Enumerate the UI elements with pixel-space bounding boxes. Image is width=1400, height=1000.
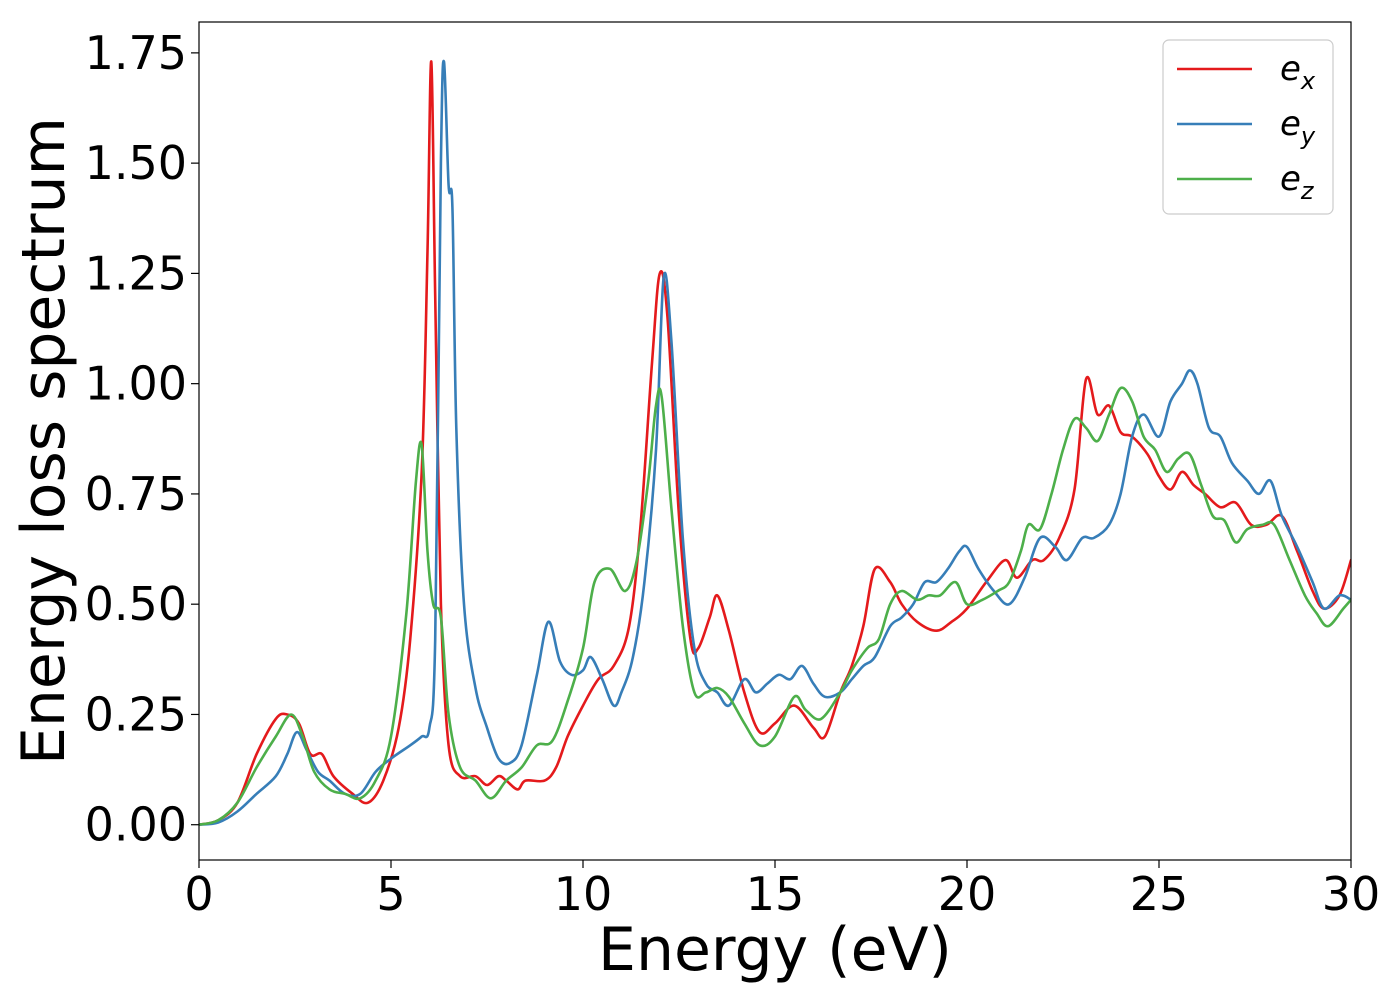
y-tick-label: 0.50 (85, 577, 187, 631)
x-tick-label: 0 (184, 867, 213, 921)
series-layer (199, 59, 1351, 826)
y-tick-label: 1.75 (85, 26, 187, 80)
y-axis: 0.00 0.25 0.50 0.75 1.00 1.25 1.50 1.75 (85, 26, 199, 852)
x-tick-label: 30 (1322, 867, 1381, 921)
legend-label-x: ex (1280, 49, 1316, 95)
y-axis-label: Energy loss spectrum (9, 117, 79, 765)
legend-label-y: ey (1280, 104, 1316, 150)
y-tick-label: 0.00 (85, 798, 187, 852)
y-tick-label: 1.00 (85, 357, 187, 411)
y-tick-label: 0.25 (85, 687, 187, 741)
x-tick-label: 25 (1130, 867, 1189, 921)
x-tick-label: 20 (938, 867, 997, 921)
y-tick-label: 1.50 (85, 136, 187, 190)
y-tick-label: 1.25 (85, 246, 187, 300)
series-line-x (199, 60, 1351, 826)
legend: ex ey ez (1162, 39, 1334, 215)
series-line-y (199, 59, 1351, 826)
plot-area (199, 22, 1351, 860)
x-axis-label: Energy (eV) (598, 915, 952, 985)
legend-box (1162, 39, 1334, 215)
legend-label-z: ez (1280, 159, 1315, 205)
series-line-z (199, 386, 1351, 826)
x-tick-label: 10 (554, 867, 613, 921)
x-tick-label: 15 (746, 867, 805, 921)
y-tick-label: 0.75 (85, 467, 187, 521)
x-axis: 0 5 10 15 20 25 30 (184, 860, 1380, 921)
x-tick-label: 5 (376, 867, 405, 921)
